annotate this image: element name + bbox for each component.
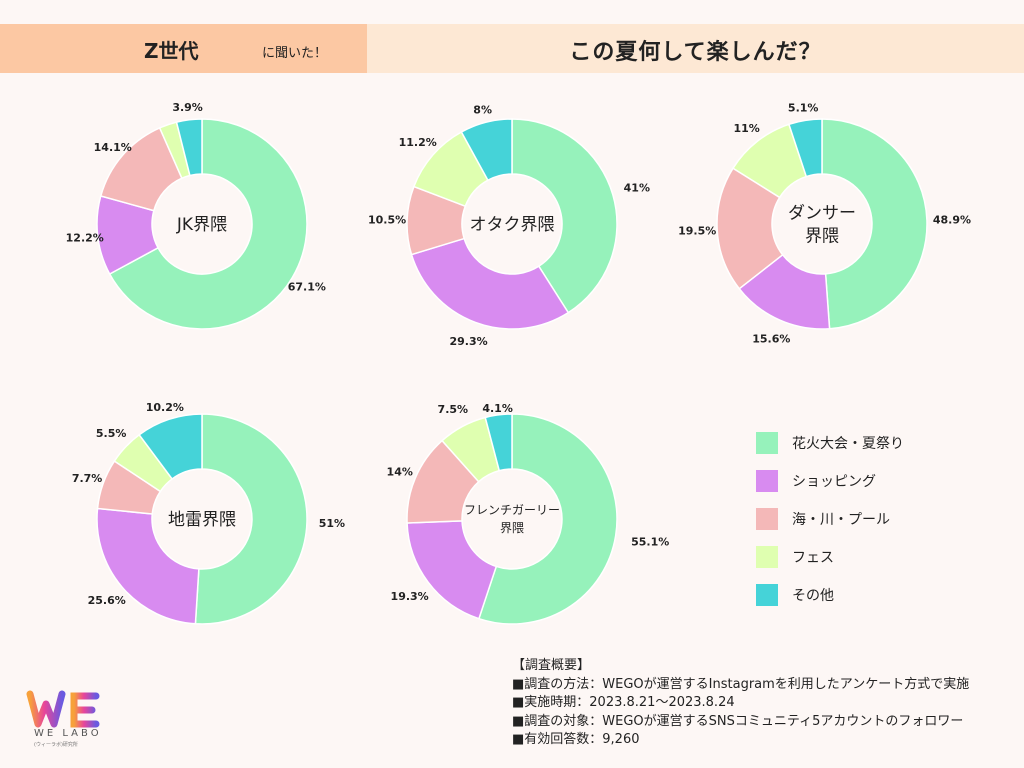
data-label: 19.5%	[678, 224, 716, 237]
donut-slice	[96, 507, 200, 625]
legend-swatch	[756, 470, 778, 492]
survey-target: ■調査の対象：WEGOが運営するSNSコミュニティ5アカウントのフォロワー	[512, 713, 964, 729]
logo-brand: WE LABO	[34, 728, 102, 739]
data-label: 5.1%	[788, 102, 819, 115]
data-label: 7.7%	[72, 472, 103, 485]
data-label: 15.6%	[752, 332, 790, 345]
data-label: 19.3%	[391, 590, 429, 603]
chart-center-title: フレンチガーリー	[464, 503, 560, 517]
legend-swatch	[756, 432, 778, 454]
donut-slice	[138, 413, 203, 480]
donut-slice	[410, 237, 570, 330]
legend-label: ショッピング	[792, 474, 876, 490]
donut-slice	[175, 118, 203, 177]
data-label: 5.5%	[96, 427, 127, 440]
legend-swatch	[756, 508, 778, 530]
chart-center-title: 界隈	[500, 521, 524, 535]
donut-slice	[406, 520, 498, 620]
data-label: 4.1%	[482, 402, 513, 415]
chart-center-title: オタク界隈	[470, 215, 555, 235]
survey-summary: 【調査概要】 ■調査の方法：WEGOが運営するInstagramを利用したアンケ…	[512, 657, 969, 750]
logo-sub: (ウィーラボ)研究所	[34, 742, 78, 748]
survey-heading: 【調査概要】	[512, 658, 591, 673]
donut-slice	[716, 167, 784, 290]
data-label: 8%	[473, 104, 492, 117]
data-label: 51%	[319, 517, 345, 530]
donut-slice	[788, 118, 823, 178]
header-left: Z世代 に聞いた！	[0, 24, 367, 73]
data-label: 10.5%	[368, 214, 406, 227]
survey-method: ■調査の方法：WEGOが運営するInstagramを利用したアンケート方式で実施	[512, 676, 970, 692]
data-label: 11.2%	[399, 136, 437, 149]
legend-label: 海・川・プール	[792, 512, 890, 528]
donut-slice	[460, 118, 513, 182]
donut-slice	[108, 118, 308, 330]
chart-center-title: 地雷界隈	[168, 510, 236, 530]
survey-period: ■実施時期：2023.8.21～2023.8.24	[512, 695, 735, 710]
data-label: 14.1%	[94, 141, 132, 154]
legend-label: 花火大会・夏祭り	[792, 436, 904, 452]
donut-slice	[477, 413, 618, 625]
data-label: 10.2%	[146, 401, 184, 414]
data-label: 67.1%	[288, 280, 326, 293]
legend-label: その他	[792, 588, 834, 604]
donut-slice	[821, 118, 928, 330]
we-labo-logo: WE LABO (ウィーラボ)研究所	[24, 690, 134, 750]
generation-title: Z世代	[144, 39, 199, 63]
data-label: 29.3%	[449, 335, 487, 348]
data-label: 11%	[734, 122, 760, 135]
legend-swatch	[756, 546, 778, 568]
data-label: 25.6%	[88, 594, 126, 607]
data-label: 7.5%	[438, 403, 469, 416]
donut-slice	[194, 413, 308, 625]
data-label: 48.9%	[933, 213, 971, 226]
donut-slice	[511, 118, 618, 314]
data-label: 55.1%	[631, 535, 669, 548]
question-title: この夏何して楽しんだ？	[569, 40, 822, 65]
data-label: 41%	[624, 182, 650, 195]
chart-center-title: 界隈	[805, 226, 839, 246]
legend-label: フェス	[792, 550, 834, 566]
donut-slice	[484, 413, 513, 472]
header: Z世代 に聞いた！ この夏何して楽しんだ？	[0, 24, 1024, 73]
asked-caption: に聞いた！	[262, 46, 328, 61]
data-label: 12.2%	[66, 231, 104, 244]
data-label: 3.9%	[172, 101, 203, 114]
header-right: この夏何して楽しんだ？	[367, 24, 1024, 73]
data-label: 14%	[387, 465, 413, 478]
logo-mark-icon	[26, 690, 100, 728]
legend-swatch	[756, 584, 778, 606]
survey-responses: ■有効回答数：9,260	[512, 732, 640, 747]
chart-center-title: ダンサー	[788, 203, 856, 223]
chart-center-title: JK界隈	[176, 215, 227, 235]
